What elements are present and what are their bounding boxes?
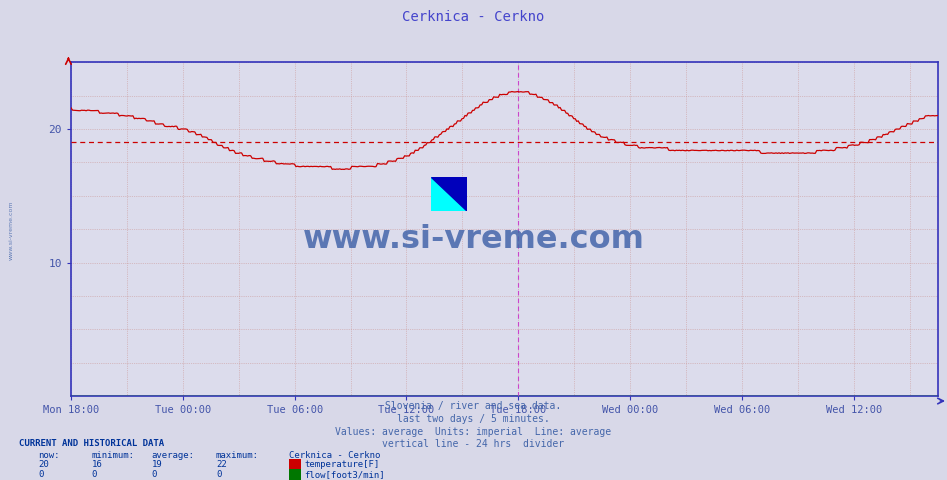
Polygon shape: [431, 177, 467, 211]
Text: Cerknica - Cerkno: Cerknica - Cerkno: [402, 10, 545, 24]
Text: 16: 16: [92, 460, 102, 469]
Text: 0: 0: [38, 470, 44, 479]
Text: CURRENT AND HISTORICAL DATA: CURRENT AND HISTORICAL DATA: [19, 440, 164, 448]
Text: 22: 22: [216, 460, 226, 469]
Text: maximum:: maximum:: [216, 451, 259, 459]
Text: flow[foot3/min]: flow[foot3/min]: [304, 470, 384, 479]
Text: 19: 19: [152, 460, 162, 469]
Text: now:: now:: [38, 451, 60, 459]
Text: Values: average  Units: imperial  Line: average: Values: average Units: imperial Line: av…: [335, 427, 612, 436]
Text: Cerknica - Cerkno: Cerknica - Cerkno: [289, 451, 380, 459]
Text: vertical line - 24 hrs  divider: vertical line - 24 hrs divider: [383, 440, 564, 449]
Text: minimum:: minimum:: [92, 451, 134, 459]
Text: 0: 0: [92, 470, 98, 479]
Text: last two days / 5 minutes.: last two days / 5 minutes.: [397, 414, 550, 423]
Text: 20: 20: [38, 460, 48, 469]
Polygon shape: [431, 177, 467, 211]
Text: www.si-vreme.com: www.si-vreme.com: [9, 201, 14, 260]
Text: average:: average:: [152, 451, 194, 459]
Text: 0: 0: [216, 470, 222, 479]
Text: Slovenia / river and sea data.: Slovenia / river and sea data.: [385, 401, 562, 410]
Text: www.si-vreme.com: www.si-vreme.com: [302, 225, 645, 255]
Text: temperature[F]: temperature[F]: [304, 460, 379, 469]
Text: 0: 0: [152, 470, 157, 479]
